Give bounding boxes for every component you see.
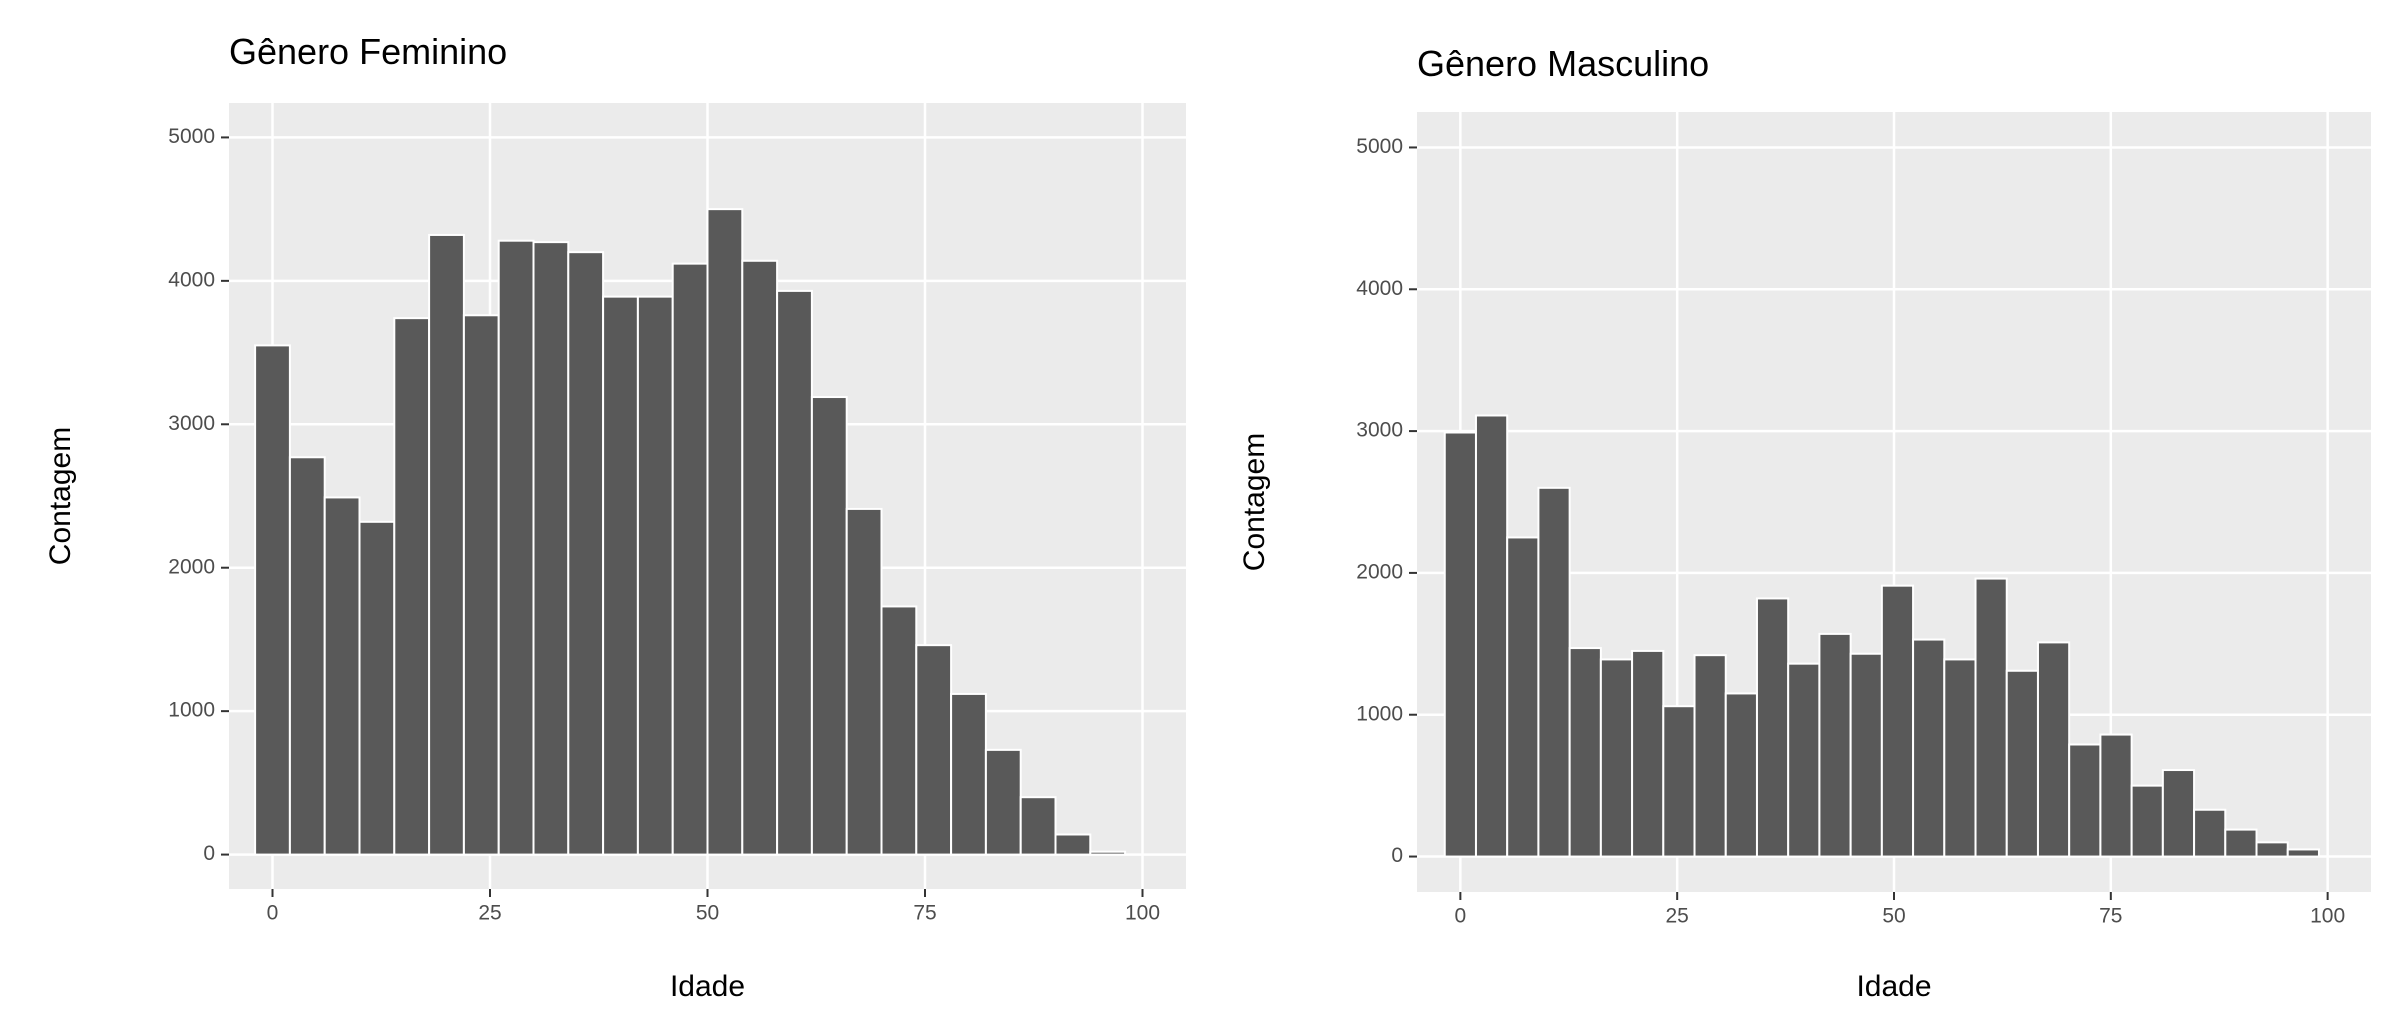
bar: [1849, 652, 1883, 858]
bar: [1693, 654, 1727, 858]
x-tick-label: 50: [1882, 905, 1905, 928]
y-tick-label: 4000: [1356, 277, 1403, 300]
x-tick-label: 0: [267, 902, 279, 925]
bar: [706, 208, 744, 856]
bar: [288, 456, 326, 856]
bar: [1089, 850, 1127, 856]
x-tick-label: 0: [1455, 905, 1467, 928]
bar: [1662, 705, 1696, 858]
chart-title: Gênero Feminino: [229, 31, 507, 72]
bar: [1818, 632, 1852, 858]
bar: [2286, 848, 2320, 858]
y-tick-label: 3000: [1356, 419, 1403, 442]
y-tick-label: 0: [203, 842, 215, 865]
bar: [915, 644, 953, 856]
bar: [2068, 743, 2102, 858]
bar: [1474, 414, 1509, 858]
bar: [462, 314, 500, 856]
x-tick-label: 75: [2099, 905, 2122, 928]
bar: [1724, 692, 1758, 858]
bar: [1506, 536, 1540, 858]
bar: [845, 507, 883, 856]
bar: [1787, 662, 1821, 858]
bar: [358, 520, 396, 856]
bar: [323, 496, 361, 856]
bar: [2036, 641, 2071, 858]
y-tick-label: 2000: [1356, 560, 1403, 583]
x-tick-label: 25: [478, 902, 501, 925]
x-axis-label: Idade: [1856, 970, 1931, 1003]
bar: [776, 289, 813, 856]
y-tick-label: 0: [1391, 844, 1403, 867]
bar: [254, 344, 291, 856]
y-axis-label: Contagem: [44, 427, 77, 565]
bar: [1568, 647, 1602, 858]
bar: [602, 295, 639, 856]
bar: [2193, 808, 2227, 858]
bar: [950, 692, 987, 856]
bar: [1755, 597, 1790, 858]
x-tick-label: 100: [2310, 905, 2345, 928]
bar: [428, 233, 465, 856]
bar: [2255, 841, 2289, 858]
y-tick-label: 1000: [168, 699, 215, 722]
y-tick-label: 5000: [1356, 135, 1403, 158]
bar: [1631, 649, 1665, 858]
bar: [2224, 828, 2258, 858]
bar: [1943, 658, 1977, 858]
bar: [567, 251, 605, 856]
bar: [1974, 577, 2008, 858]
x-tick-label: 75: [913, 902, 936, 925]
bar: [497, 239, 535, 856]
y-tick-label: 1000: [1356, 702, 1403, 725]
y-tick-label: 3000: [168, 412, 215, 435]
bar: [2099, 733, 2133, 858]
x-axis-label: Idade: [670, 970, 745, 1003]
bar: [1019, 796, 1057, 856]
bar: [2161, 769, 2196, 858]
bar: [984, 748, 1022, 856]
bar: [1912, 638, 1946, 858]
y-tick-label: 2000: [168, 555, 215, 578]
bar: [636, 295, 674, 856]
x-tick-label: 100: [1125, 902, 1160, 925]
x-tick-label: 50: [696, 902, 719, 925]
bar: [810, 396, 848, 856]
bar: [2005, 669, 2039, 858]
bar: [2130, 784, 2164, 858]
bar: [671, 262, 709, 856]
bar: [532, 241, 570, 856]
bar: [1880, 584, 1915, 858]
bar: [393, 317, 431, 856]
bar: [1537, 486, 1571, 858]
bar: [880, 605, 918, 856]
bar: [741, 259, 779, 856]
y-tick-label: 4000: [168, 268, 215, 291]
y-axis-label: Contagem: [1238, 433, 1271, 571]
bar: [1054, 833, 1092, 856]
y-tick-label: 5000: [168, 125, 215, 148]
x-tick-label: 25: [1666, 905, 1689, 928]
bar: [1443, 431, 1477, 858]
bar: [1599, 658, 1634, 858]
chart-title: Gênero Masculino: [1417, 43, 1709, 84]
